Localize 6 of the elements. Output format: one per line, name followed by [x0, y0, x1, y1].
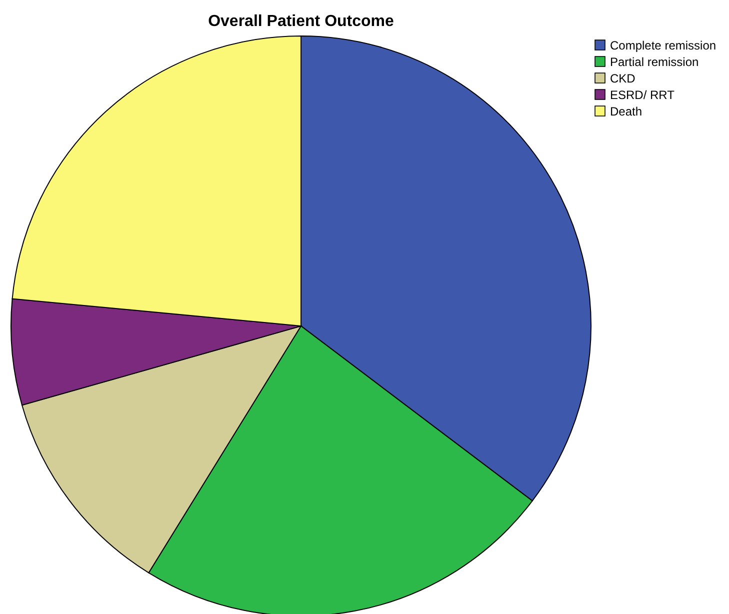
legend-label: CKD: [610, 72, 636, 86]
legend-label: Complete remission: [610, 38, 716, 52]
legend-label: Death: [610, 104, 642, 118]
chart-title: Overall Patient Outcome: [208, 13, 394, 30]
legend-label: ESRD/ RRT: [610, 88, 676, 102]
legend-label: Partial remission: [610, 55, 699, 69]
